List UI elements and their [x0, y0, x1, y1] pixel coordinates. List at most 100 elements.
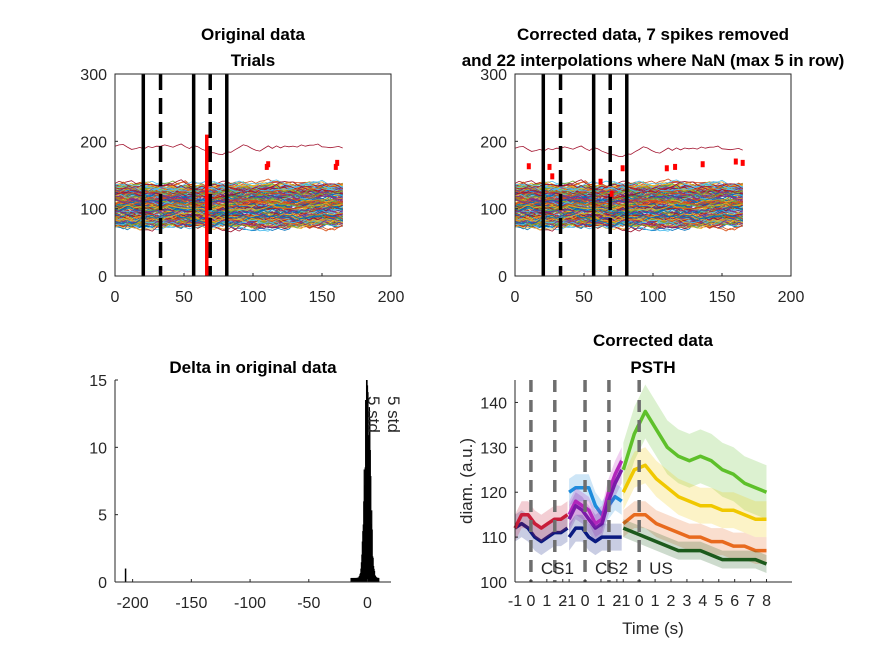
trial-trace [514, 211, 743, 227]
trial-trace [114, 202, 343, 211]
spike-mark [547, 163, 552, 170]
x-tick-label: 0 [581, 593, 590, 610]
x-tick-label: 0 [363, 595, 372, 612]
spike-mark [700, 161, 705, 168]
trial-trace [114, 218, 343, 230]
top-left-plot [114, 74, 343, 276]
trial-trace [114, 211, 343, 227]
y-tick-label: 100 [80, 202, 107, 219]
bottom-right-ylabel: diam. (a.u.) [457, 438, 476, 524]
bottom-left-title: Delta in original data [169, 358, 337, 377]
psth-error-band [623, 501, 767, 564]
trial-trace [114, 191, 343, 204]
trial-trace [514, 183, 743, 197]
x-tick-label: -50 [297, 595, 320, 612]
x-tick-label: 4 [698, 593, 707, 610]
y-tick-label: 110 [481, 530, 507, 547]
trial-trace [514, 187, 743, 199]
trial-trace [114, 200, 343, 211]
x-tick-label: 3 [682, 593, 691, 610]
trial-trace [514, 218, 743, 230]
trial-trace [514, 200, 743, 211]
top-left-axes-box [114, 73, 392, 277]
bottom-left-panel: Delta in original data -200 -150 -100 -50 0 … [89, 358, 403, 612]
y-tick-label: 300 [480, 67, 507, 84]
y-tick-label: 130 [480, 440, 507, 457]
psth-line [514, 521, 569, 544]
x-tick-label: 200 [378, 289, 405, 306]
x-tick-label: 1 [651, 593, 660, 610]
x-tick-label: -1 [616, 593, 630, 610]
spike-mark [664, 165, 669, 172]
psth-error-band [623, 447, 767, 538]
bottom-right-xticks: -1 0 1 2-1 0 1 2-1 0 1 2 3 4 5 6 7 8 [508, 579, 771, 610]
x-tick-label: -1 [562, 593, 576, 610]
y-tick-label: 5 [98, 508, 107, 525]
psth-error-band [569, 456, 622, 542]
x-tick-label: 150 [309, 289, 336, 306]
trial-trace [514, 178, 743, 192]
x-tick-label: 100 [640, 289, 667, 306]
x-tick-label: 0 [635, 593, 644, 610]
top-right-plot [514, 74, 745, 276]
x-tick-label: 1 [597, 593, 606, 610]
psth-line [621, 463, 767, 521]
spike-mark [673, 163, 678, 170]
spike-mark [526, 163, 531, 170]
trial-trace [114, 212, 343, 226]
x-tick-label: 0 [111, 289, 120, 306]
top-right-subtitle: and 22 interpolations where NaN (max 5 i… [462, 51, 845, 70]
x-tick-label: 1 [542, 593, 551, 610]
bottom-right-yticks: 100 110 120 130 140 [480, 395, 518, 592]
trial-trace [514, 217, 743, 229]
x-tick-label: 100 [240, 289, 267, 306]
top-left-panel: Original data Trials 0 50 100 150 200 0 100 20… [80, 25, 404, 306]
trial-trace [114, 179, 343, 194]
psth-line [513, 512, 569, 530]
x-tick-label: -150 [175, 595, 207, 612]
trial-trace [514, 212, 743, 227]
trial-trace [114, 207, 343, 218]
trial-trace [114, 180, 343, 195]
x-tick-label: 7 [746, 593, 755, 610]
bottom-right-xlabel: Time (s) [622, 619, 684, 638]
top-right-xticks: 0 50 100 150 200 [511, 273, 804, 306]
trial-trace [114, 191, 343, 205]
top-left-yticks: 0 100 200 300 [80, 67, 118, 286]
x-tick-label: 2 [612, 593, 621, 610]
spike-mark [550, 173, 555, 180]
trial-trace [114, 179, 343, 192]
x-tick-label: 6 [730, 593, 739, 610]
top-left-xticks: 0 50 100 150 200 [111, 273, 405, 306]
trial-trace [514, 180, 743, 195]
trial-trace [514, 213, 743, 223]
trial-trace [514, 207, 743, 218]
x-tick-label: 50 [575, 289, 593, 306]
threshold-label-1: 5 std [364, 396, 383, 433]
spike-mark [620, 165, 625, 172]
y-tick-label: 10 [89, 440, 107, 457]
trial-trace [514, 193, 743, 207]
x-tick-label: 0 [526, 593, 535, 610]
psth-line [567, 469, 624, 530]
threshold-label-2: 5 std [384, 396, 403, 433]
trial-trace [114, 212, 343, 227]
y-tick-label: 0 [98, 269, 107, 286]
trial-trace [114, 213, 343, 223]
segment-label: US [649, 559, 673, 578]
trial-trace [514, 191, 743, 204]
trial-trace [514, 202, 743, 211]
trial-trace [514, 212, 743, 226]
spike-mark [733, 158, 738, 165]
trial-trace [114, 187, 343, 199]
spike-mark [335, 159, 340, 166]
top-right-title: Corrected data, 7 spikes removed [517, 25, 789, 44]
top-right-axes-box [514, 73, 792, 277]
y-tick-label: 300 [80, 67, 107, 84]
y-tick-label: 0 [98, 575, 107, 592]
spike-mark [609, 190, 614, 197]
spike-mark [333, 163, 338, 170]
trial-trace [514, 191, 743, 205]
spike-mark [598, 178, 603, 185]
bottom-left-yticks: 0 5 10 15 [89, 373, 118, 592]
